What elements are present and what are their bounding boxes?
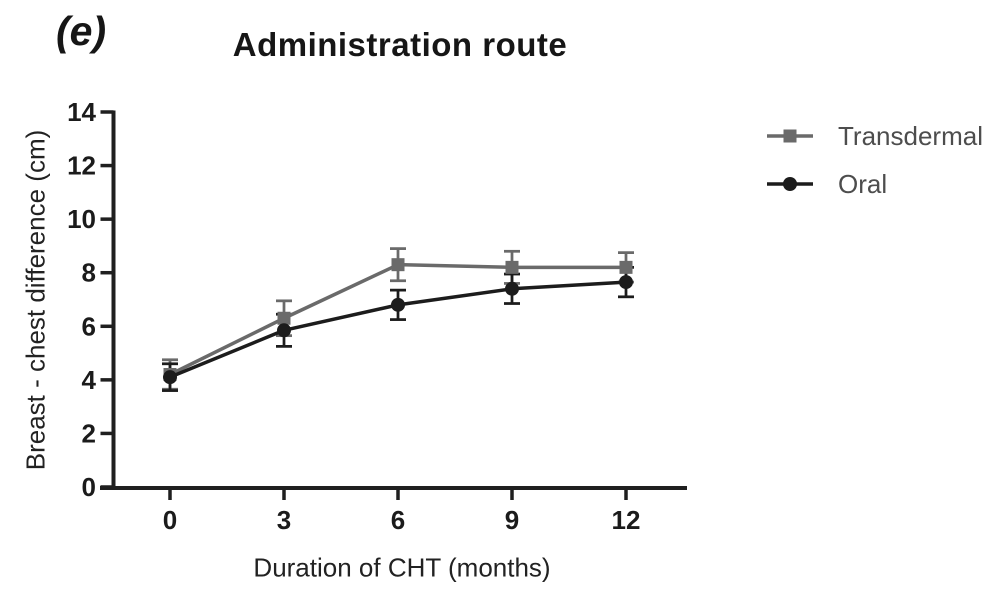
x-axis-title: Duration of CHT (months) [253, 552, 551, 583]
x-tick-label: 9 [505, 505, 519, 535]
data-point-circle-oral [391, 297, 405, 312]
legend-circle [783, 177, 797, 191]
data-point-circle-oral [163, 370, 177, 385]
x-tick-label: 12 [612, 505, 641, 535]
data-point-square-transdermal [277, 311, 291, 325]
data-point-square-transdermal [619, 260, 633, 274]
y-tick-label: 8 [82, 258, 96, 288]
y-tick-label: 2 [82, 418, 96, 448]
y-ticks: 0 2 4 6 8 10 12 14 [67, 97, 114, 502]
data-point-circle-oral [277, 323, 291, 338]
circle-marker-icon [767, 177, 813, 191]
x-tick-label: 0 [163, 505, 177, 535]
legend-item-oral: Oral [766, 160, 983, 208]
y-tick-label: 4 [82, 365, 97, 395]
x-tick-label: 3 [277, 505, 291, 535]
data-point-circle-oral [619, 275, 633, 290]
y-tick-label: 10 [67, 204, 96, 234]
axes [100, 110, 687, 490]
series-markers-oral [163, 275, 633, 385]
y-tick-label: 12 [67, 151, 96, 181]
legend-item-transdermal: Transdermal [766, 112, 983, 160]
data-point-circle-oral [505, 281, 519, 296]
y-tick-label: 6 [82, 311, 96, 341]
data-point-square-transdermal [505, 260, 519, 274]
legend-item-label: Transdermal [838, 120, 983, 151]
legend-item-label: Oral [838, 168, 888, 199]
legend: Transdermal Oral [766, 112, 983, 208]
chart-title: Administration route [232, 26, 568, 63]
legend-square [783, 129, 797, 143]
y-tick-label: 14 [67, 97, 96, 127]
panel-label: (e) [56, 8, 107, 54]
y-tick-label: 0 [82, 472, 96, 502]
x-ticks: 0 3 6 9 12 [163, 490, 641, 535]
data-point-square-transdermal [391, 258, 405, 272]
square-marker-icon [767, 129, 813, 143]
x-tick-label: 6 [391, 505, 405, 535]
